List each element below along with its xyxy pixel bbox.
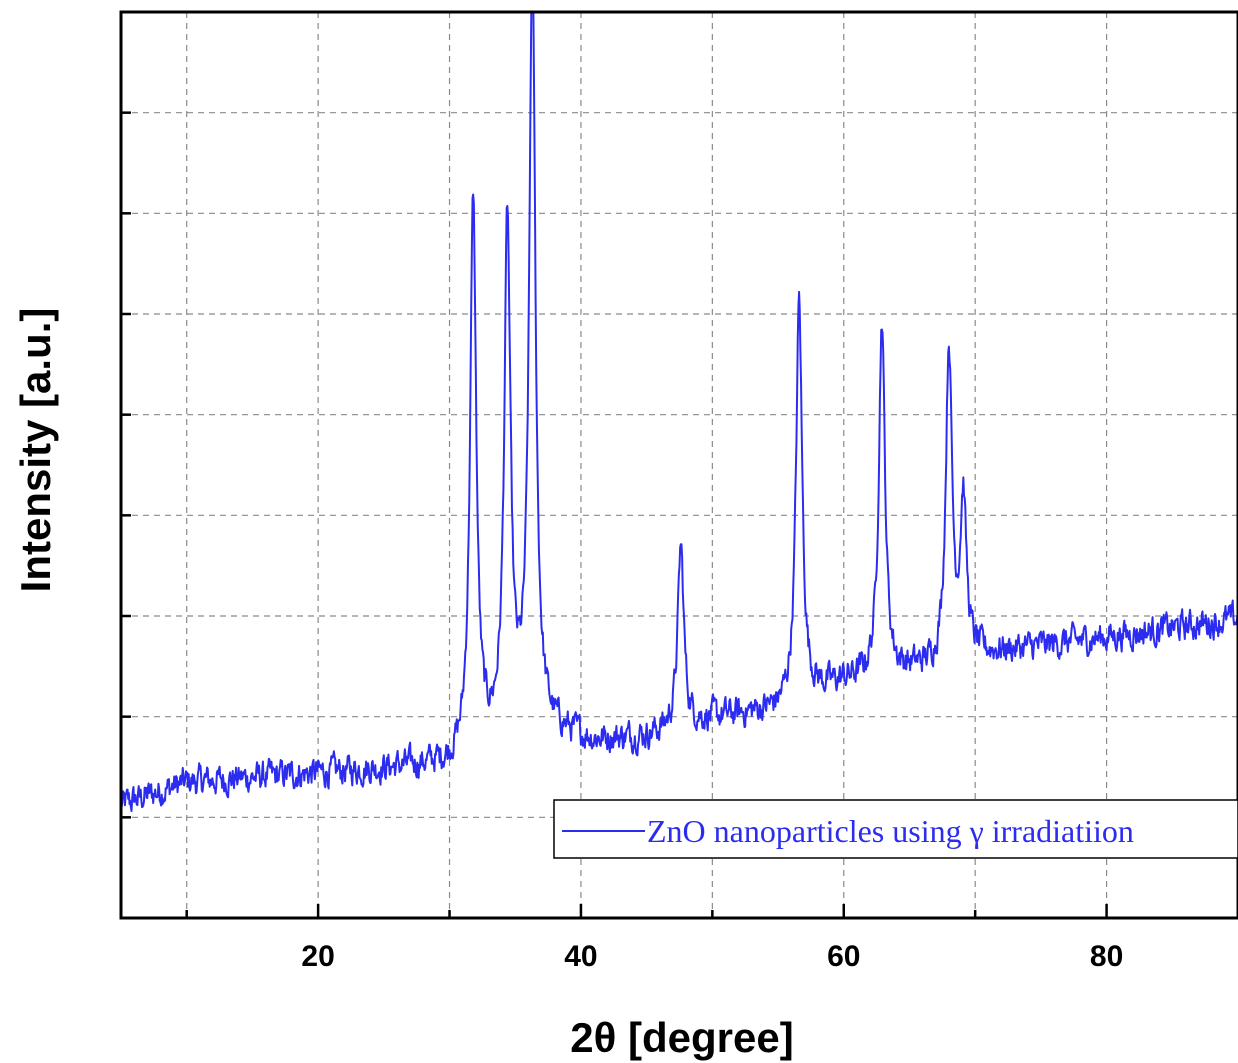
x-tick-label: 20	[301, 940, 334, 973]
plot-series	[121, 12, 1238, 813]
x-tick-label: 40	[564, 940, 597, 973]
legend-box	[553, 799, 1238, 859]
legend-label: ZnO nanoparticles using γ irradiatiion	[647, 813, 1134, 849]
legend: ZnO nanoparticles using γ irradiatiion	[553, 799, 1238, 859]
axis-ticks	[121, 111, 1108, 918]
y-axis-title: Intensity [a.u.]	[12, 308, 59, 593]
x-tick-label: 60	[827, 940, 860, 973]
x-axis-title: 2θ [degree]	[570, 1014, 793, 1061]
series-line-zno	[121, 12, 1238, 813]
grid-lines	[121, 12, 1238, 918]
x-tick-labels: 20 40 60 80	[301, 940, 1123, 973]
plot-frame	[119, 10, 1238, 920]
x-tick-label: 80	[1090, 940, 1123, 973]
